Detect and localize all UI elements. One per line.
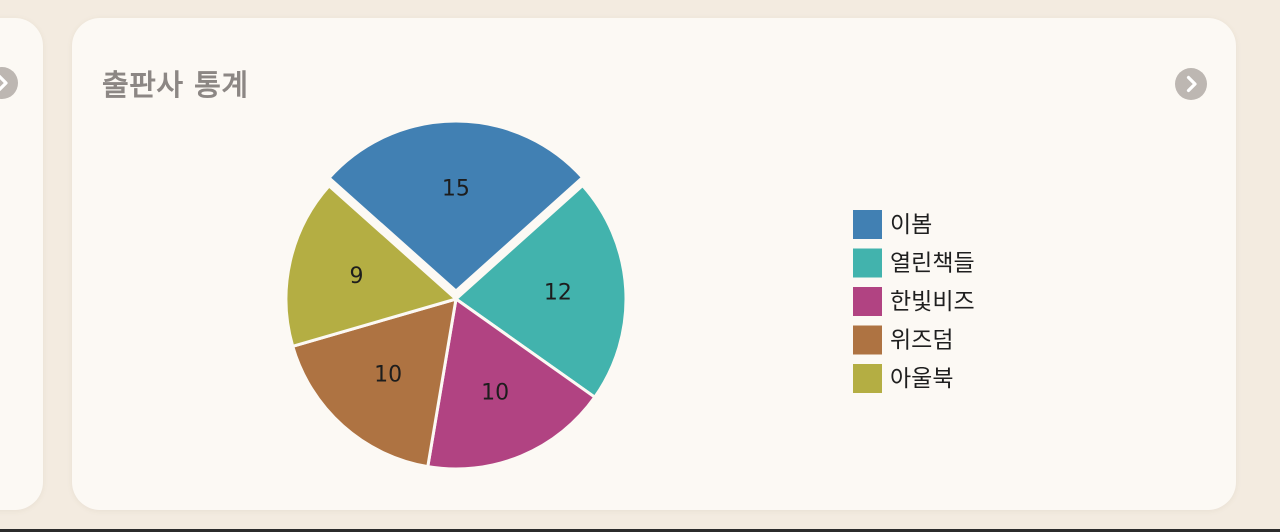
legend-swatch bbox=[853, 287, 882, 316]
legend-label: 이봄 bbox=[890, 212, 932, 238]
legend-swatch bbox=[853, 248, 882, 278]
pie-slice[interactable] bbox=[327, 119, 585, 293]
previous-card bbox=[0, 18, 43, 510]
card-title: 출판사 통계 bbox=[102, 68, 249, 102]
legend-label: 한빛비즈 bbox=[890, 289, 975, 315]
legend-label: 열린책들 bbox=[890, 251, 975, 277]
pie-slice[interactable] bbox=[291, 297, 458, 469]
divider bbox=[0, 529, 1280, 532]
pie-slice[interactable] bbox=[454, 184, 628, 399]
legend-swatch bbox=[853, 325, 882, 355]
slice-value-label: 10 bbox=[481, 381, 509, 406]
slice-value-label: 9 bbox=[350, 264, 364, 289]
pie-slice[interactable] bbox=[284, 184, 458, 348]
next-arrow-button[interactable] bbox=[0, 67, 18, 99]
pie-slice[interactable] bbox=[426, 297, 597, 471]
slice-value-label: 15 bbox=[442, 177, 470, 202]
legend-label: 위즈덤 bbox=[890, 328, 953, 354]
legend-swatch bbox=[853, 364, 882, 393]
slice-value-label: 10 bbox=[374, 363, 402, 388]
legend-swatch bbox=[853, 210, 882, 239]
slice-value-label: 12 bbox=[544, 281, 572, 306]
chevron-right-icon bbox=[0, 74, 8, 92]
chevron-right-icon bbox=[1186, 75, 1197, 93]
legend-label: 아울북 bbox=[890, 366, 953, 392]
more-arrow-button[interactable] bbox=[1175, 68, 1207, 100]
publisher-stats-card: 출판사 통계 bbox=[72, 18, 1236, 510]
